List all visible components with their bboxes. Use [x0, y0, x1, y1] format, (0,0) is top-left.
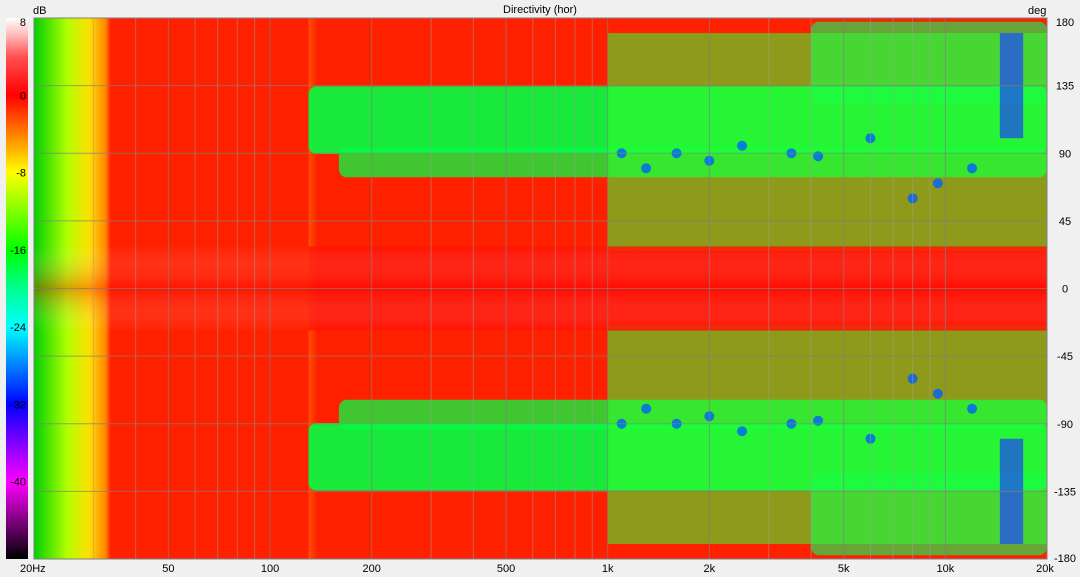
colorbar-tick-label: 0	[20, 90, 26, 102]
y-tick-label: 90	[1059, 148, 1071, 160]
x-axis-ticks: 20Hz 50 100 200 500 1k 2k 5k 10k 20k	[20, 563, 1054, 575]
y-tick-label: 0	[1062, 284, 1068, 296]
x-tick-label: 200	[362, 563, 380, 575]
y-tick-label: 180	[1056, 17, 1074, 29]
y-axis-unit-label: deg	[1028, 5, 1046, 17]
x-tick-label: 50	[162, 563, 174, 575]
y-tick-label: -90	[1057, 419, 1073, 431]
x-tick-label: 10k	[936, 563, 954, 575]
colorbar-tick-label: -16	[10, 245, 26, 257]
x-tick-label: 100	[261, 563, 279, 575]
x-tick-label: 1k	[602, 563, 614, 575]
colorbar-unit-label: dB	[33, 5, 46, 17]
y-tick-label: -135	[1054, 486, 1076, 498]
grid-lines	[33, 17, 1048, 560]
y-tick-label: -45	[1057, 351, 1073, 363]
colorbar-tick-label: -48	[10, 548, 26, 560]
colorbar	[6, 18, 28, 559]
y-axis-ticks: 180 135 90 45 0 -45 -90 -135 -180	[1054, 17, 1076, 565]
colorbar-tick-label: -24	[10, 322, 26, 334]
colorbar-tick-label: -32	[10, 399, 26, 411]
y-tick-label: 135	[1056, 81, 1074, 93]
colorbar-ticks: 8 0 -8 -16 -24 -32 -40 -48	[10, 17, 26, 560]
chart-title: Directivity (hor)	[503, 4, 577, 16]
x-tick-label: 2k	[704, 563, 716, 575]
y-tick-label: 45	[1059, 216, 1071, 228]
x-tick-label: 500	[497, 563, 515, 575]
colorbar-tick-label: 8	[20, 17, 26, 29]
y-tick-label: -180	[1054, 553, 1076, 565]
x-tick-label: 20Hz	[20, 563, 46, 575]
colorbar-tick-label: -40	[10, 477, 26, 489]
colorbar-tick-label: -8	[16, 168, 26, 180]
x-tick-label: 5k	[838, 563, 850, 575]
x-tick-label: 20k	[1036, 563, 1054, 575]
